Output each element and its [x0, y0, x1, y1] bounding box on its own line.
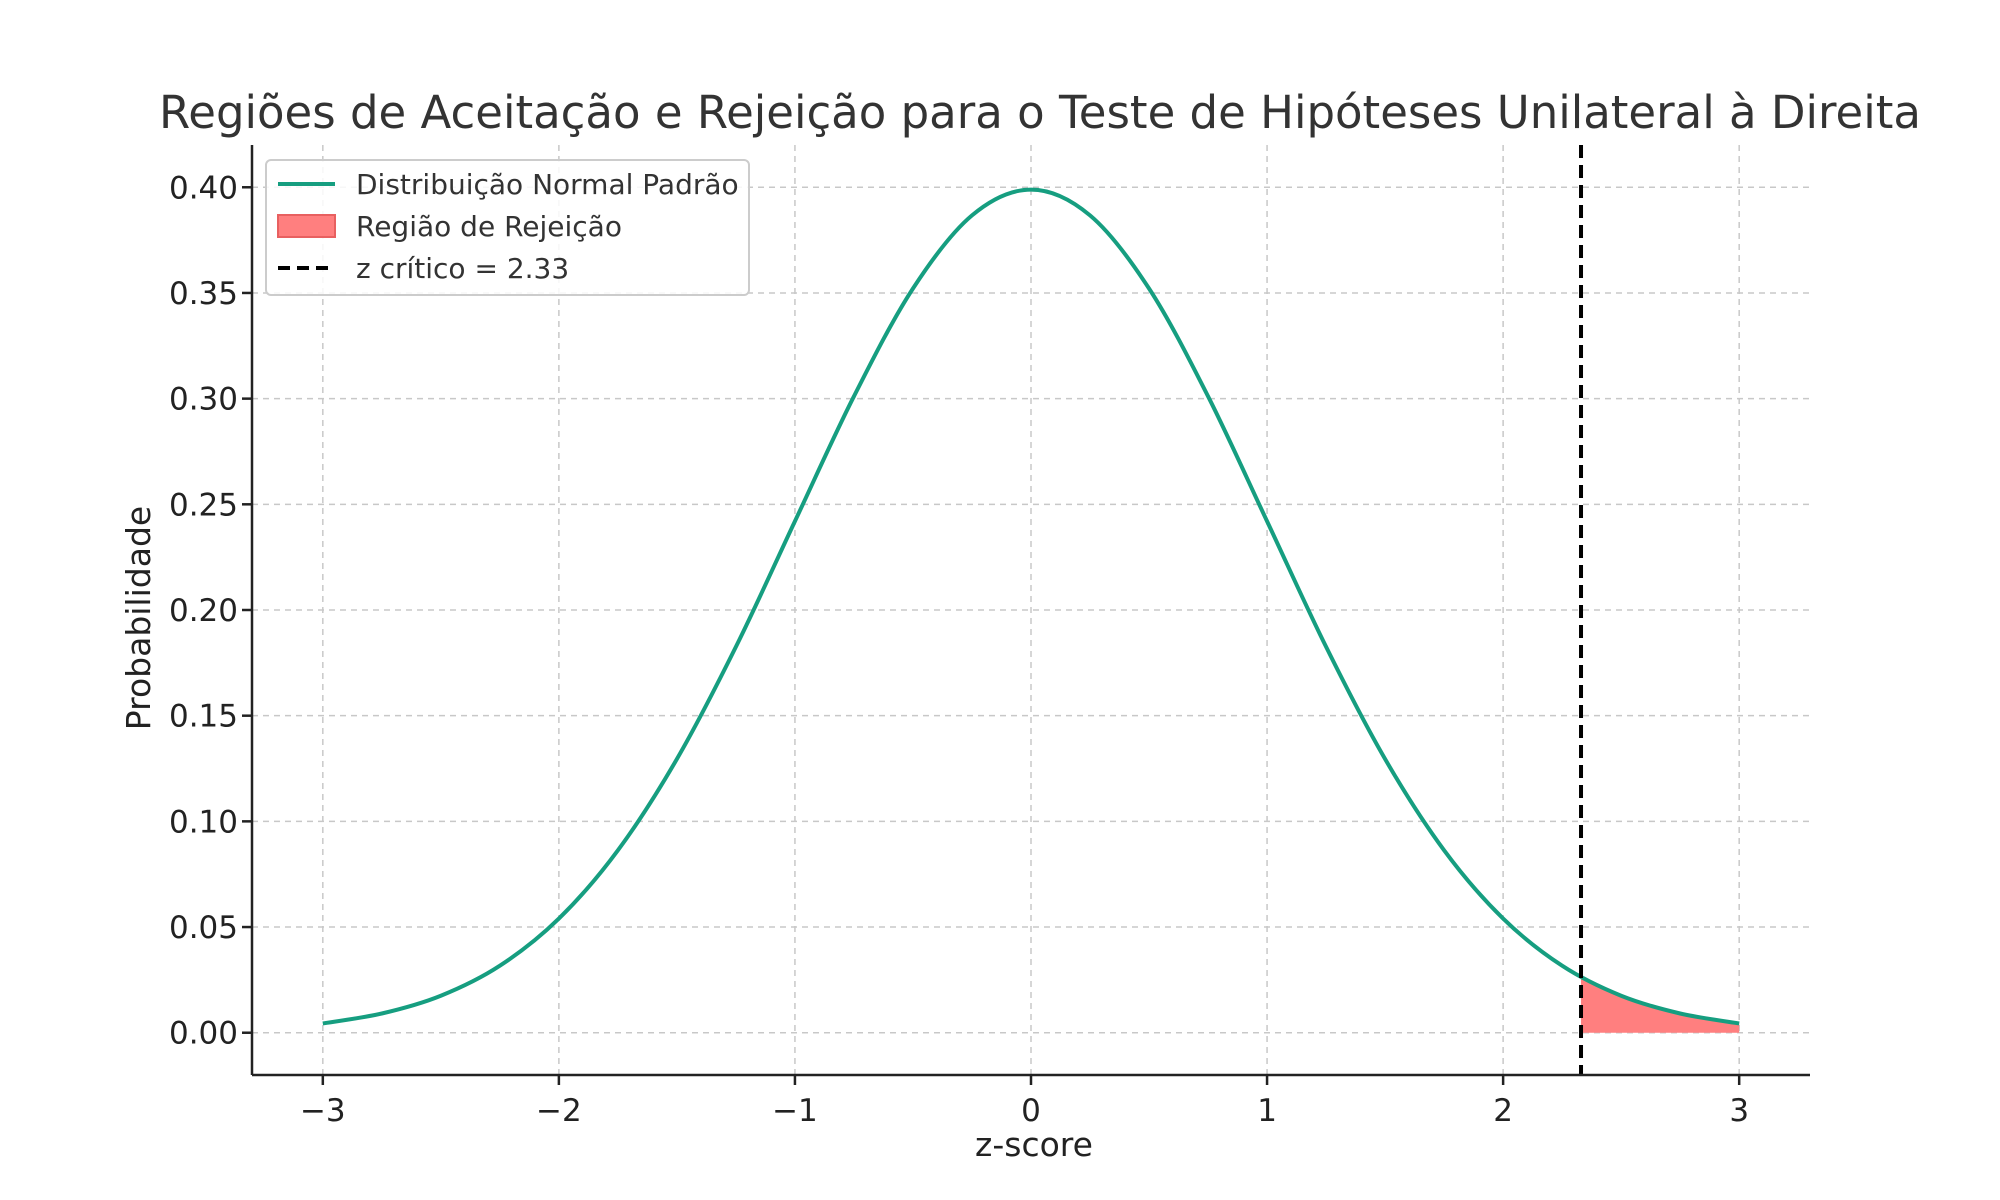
chart-title: Regiões de Aceitação e Rejeição para o T…	[159, 86, 1921, 139]
y-tick-label: 0.25	[169, 487, 238, 523]
y-tick-label: 0.20	[169, 593, 238, 629]
legend-label-critical: z crítico = 2.33	[356, 252, 569, 285]
legend-frame	[265, 159, 750, 296]
rejection-area-layer	[1581, 976, 1740, 1033]
series-line-layer	[322, 145, 1740, 1075]
x-tick-label: 2	[1493, 1093, 1513, 1129]
x-tick-label: −2	[536, 1093, 582, 1129]
x-tick-label: 3	[1729, 1093, 1749, 1129]
x-axis-label: z-score	[975, 1125, 1093, 1164]
normal-distribution-line	[322, 187, 1740, 1026]
grid	[252, 145, 1810, 1075]
legend: Distribuição Normal Padrão Região de Rej…	[265, 159, 750, 296]
y-tick-label: 0.40	[169, 170, 238, 206]
legend-area-swatch	[277, 214, 336, 238]
x-tick-label: −3	[300, 1093, 346, 1129]
y-tick-label: 0.00	[169, 1016, 238, 1052]
y-axis-label: Probabilidade	[119, 506, 158, 730]
tick-labels: −3 −2 −1 0 1 2 3 0.00 0.05 0.10 0.15 0.20 0.25 0.30 0.…	[169, 170, 1749, 1129]
y-tick-label: 0.15	[169, 699, 238, 735]
legend-label-rejection: Região de Rejeição	[356, 210, 622, 243]
legend-label-normal: Distribuição Normal Padrão	[356, 168, 739, 201]
x-tick-label: 1	[1257, 1093, 1277, 1129]
y-tick-label: 0.35	[169, 276, 238, 312]
x-tick-label: −1	[772, 1093, 818, 1129]
x-tick-label: 0	[1021, 1093, 1041, 1129]
y-tick-label: 0.05	[169, 910, 238, 946]
axes	[242, 145, 1810, 1085]
rejection-region-area	[1581, 976, 1740, 1033]
y-tick-label: 0.30	[169, 382, 238, 418]
y-tick-label: 0.10	[169, 804, 238, 840]
